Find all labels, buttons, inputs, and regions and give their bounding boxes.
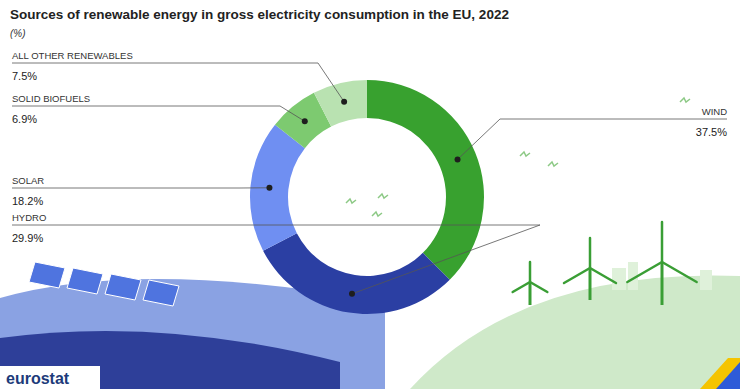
leader-line (12, 187, 269, 188)
bird (378, 194, 388, 198)
corner-mark-blue (716, 362, 740, 389)
slice (263, 233, 450, 314)
turbine-blade (661, 222, 664, 262)
leader-dot (455, 156, 461, 162)
wind-turbine (564, 238, 616, 300)
solar-panel (67, 268, 103, 294)
bird (520, 152, 530, 156)
slice (367, 80, 484, 280)
leader-line (12, 106, 305, 121)
slice (314, 80, 367, 127)
leader-line (458, 119, 727, 159)
turbine-tower (529, 282, 532, 305)
data-label: 18.2% (12, 195, 43, 207)
wind-turbine (627, 222, 696, 305)
leader-dot (341, 99, 347, 105)
subtitle: (%) (10, 28, 26, 39)
solar-panel (29, 262, 65, 288)
corner-mark-yellow (700, 358, 740, 389)
data-label: 29.9% (12, 232, 43, 244)
category-label: HYDRO (12, 212, 46, 223)
data-label: 37.5% (696, 126, 727, 138)
data-label: 6.9% (12, 113, 37, 125)
bird (372, 212, 382, 216)
right-hill (410, 276, 740, 389)
turbine-blade (590, 268, 616, 283)
category-label: SOLAR (12, 175, 44, 186)
turbine-blade (529, 262, 532, 282)
category-label: ALL OTHER RENEWABLES (12, 50, 133, 61)
turbine-blade (627, 262, 662, 282)
turbine-tower (661, 262, 664, 305)
title: Sources of renewable energy in gross ele… (10, 7, 509, 22)
source-logo: eurostat (6, 370, 70, 387)
labels: WIND 37.5% HYDRO 29.9% SOLAR 18.2% SOLID BIOFU… (12, 50, 727, 297)
leader-dot (349, 291, 355, 297)
leader-line (12, 225, 540, 294)
wind-turbine (513, 262, 548, 305)
solar-panel (143, 280, 179, 306)
turbine-blade (662, 262, 697, 282)
turbine-blade (564, 268, 590, 283)
data-label: 7.5% (12, 70, 37, 82)
bird (680, 98, 690, 102)
turbine-blade (589, 238, 592, 268)
donut (250, 80, 484, 314)
turbine-tower (589, 268, 592, 300)
bird (548, 162, 558, 166)
category-label: SOLID BIOFUELS (12, 93, 90, 104)
decoration (0, 98, 740, 389)
leader-line (12, 63, 344, 102)
bird (346, 199, 356, 203)
turbine-blade (530, 282, 547, 292)
leader-dot (302, 118, 308, 124)
chart: Sources of renewable energy in gross ele… (0, 0, 740, 389)
turbine-blade (513, 282, 530, 292)
logo-background (0, 366, 100, 389)
leader-dot (266, 185, 272, 191)
solar-panel (105, 274, 141, 300)
category-label: WIND (702, 106, 727, 117)
building (700, 270, 712, 290)
left-hill-front (0, 331, 340, 389)
building (612, 268, 626, 290)
